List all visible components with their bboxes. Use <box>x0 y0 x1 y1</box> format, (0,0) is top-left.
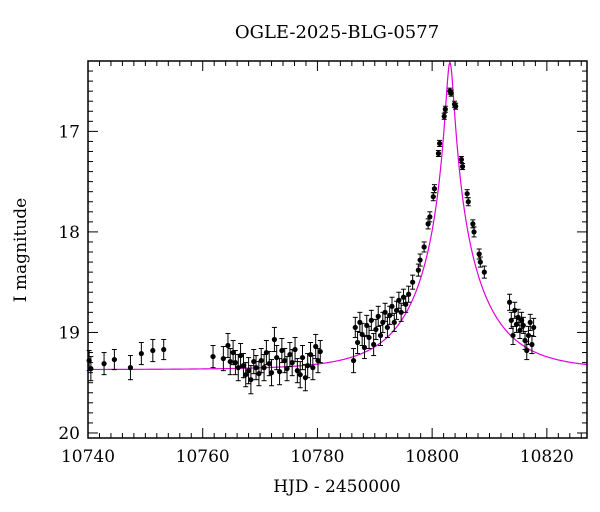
data-point <box>253 355 259 381</box>
y-tick-label: 20 <box>58 424 80 444</box>
y-axis-label: I magnitude <box>11 198 31 302</box>
data-point <box>529 334 535 355</box>
data-point <box>410 274 416 290</box>
data-point <box>248 365 254 395</box>
data-point <box>243 362 249 388</box>
data-point <box>352 316 358 338</box>
data-point <box>435 149 442 158</box>
plot-frame <box>87 60 588 439</box>
data-point <box>359 322 365 347</box>
data-point <box>382 302 388 322</box>
data-point <box>506 293 513 311</box>
data-point <box>251 349 257 375</box>
data-point <box>398 302 404 322</box>
data-point <box>271 326 278 353</box>
x-tick-label: 10740 <box>61 447 115 467</box>
data-point <box>210 345 216 369</box>
model-curve <box>88 61 588 371</box>
data-point <box>441 112 447 120</box>
data-point <box>458 156 464 164</box>
data-point <box>366 325 372 350</box>
data-point <box>377 324 384 347</box>
data-point <box>220 346 226 372</box>
x-tick-label: 10820 <box>520 447 574 467</box>
data-point <box>371 332 377 357</box>
data-point <box>364 314 370 336</box>
data-point <box>230 339 236 366</box>
data-point <box>375 305 381 327</box>
chart-title: OGLE-2025-BLG-0577 <box>235 22 439 43</box>
data-point <box>232 350 239 376</box>
data-point <box>237 342 244 369</box>
data-point <box>313 333 319 360</box>
data-point <box>258 348 264 374</box>
data-point <box>477 256 483 268</box>
data-point <box>138 341 144 366</box>
y-tick-label: 17 <box>58 122 80 142</box>
data-point <box>350 348 357 374</box>
data-point <box>240 353 247 379</box>
data-point <box>101 352 107 376</box>
data-point <box>464 189 470 199</box>
x-axis-label: HJD - 2450000 <box>273 477 401 497</box>
data-point <box>268 359 275 387</box>
x-tick-label: 10760 <box>176 447 230 467</box>
data-point <box>531 317 537 337</box>
data-point <box>453 102 459 110</box>
axis-ticks: 10740 10760 10780 10800 10820 17 18 19 20 <box>58 61 587 467</box>
data-point <box>354 330 361 355</box>
data-point <box>425 218 431 230</box>
data-point <box>317 339 323 364</box>
data-point <box>525 325 532 346</box>
data-point <box>427 211 433 223</box>
data-point <box>261 354 267 382</box>
data-point <box>459 163 466 171</box>
data-point <box>297 361 303 389</box>
x-tick-label: 10800 <box>405 447 459 467</box>
data-point <box>391 312 397 332</box>
data-point <box>436 139 443 147</box>
data-point <box>471 226 477 238</box>
x-tick-label: 10780 <box>290 447 344 467</box>
data-point <box>476 248 482 260</box>
data-point <box>299 345 306 371</box>
data-point <box>368 309 374 331</box>
data-point <box>517 321 523 339</box>
data-point <box>442 105 448 113</box>
data-point <box>431 184 438 194</box>
y-tick-label: 18 <box>58 223 80 243</box>
data-point <box>292 336 298 363</box>
data-point <box>448 89 454 97</box>
data-point <box>294 358 300 384</box>
data-point <box>361 335 368 360</box>
data-point <box>527 313 533 331</box>
data-point <box>389 296 395 316</box>
data-point <box>510 325 516 346</box>
data-point <box>406 285 412 303</box>
data-point <box>417 253 423 267</box>
data-point <box>227 348 233 376</box>
data-point <box>161 338 167 361</box>
data-point <box>396 291 402 309</box>
data-point <box>310 355 316 381</box>
plot-area <box>86 61 588 395</box>
data-point <box>88 356 94 382</box>
data-point <box>465 197 471 207</box>
data-point <box>481 265 487 279</box>
data-point <box>421 241 427 253</box>
data-point <box>225 332 231 359</box>
data-point <box>127 355 134 381</box>
data-point <box>150 338 156 363</box>
y-tick-label: 19 <box>58 323 80 343</box>
data-point <box>384 316 390 338</box>
data-point <box>430 192 436 202</box>
data-point <box>111 349 117 371</box>
data-point <box>373 318 379 340</box>
